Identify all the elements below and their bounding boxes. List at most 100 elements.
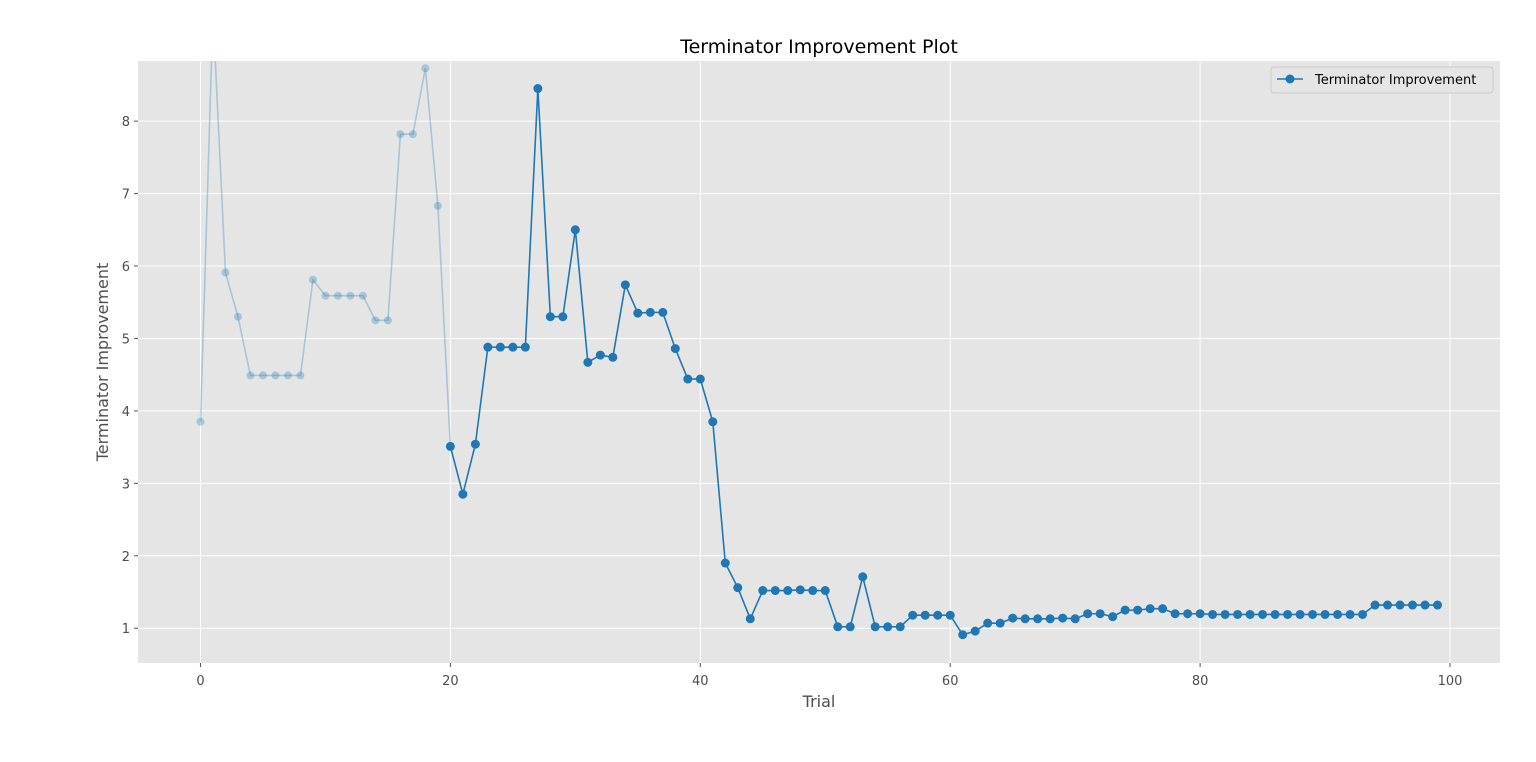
y-tick-label: 8 — [122, 115, 130, 130]
data-point — [558, 312, 568, 322]
faded-data-point — [383, 316, 392, 325]
y-tick-label: 4 — [122, 405, 130, 420]
data-point — [620, 280, 630, 290]
data-point — [1220, 609, 1230, 619]
x-tick-label: 80 — [1192, 674, 1209, 689]
faded-data-point — [196, 417, 205, 426]
data-point — [870, 622, 880, 632]
data-point — [1433, 600, 1443, 610]
ticks: 0 20 40 60 80 100 1 2 3 4 5 6 7 8 — [122, 115, 1463, 689]
y-axis-label: Terminator Improvement — [93, 263, 112, 463]
data-point — [633, 308, 643, 318]
data-point — [933, 610, 943, 620]
data-point — [545, 312, 555, 322]
y-tick-label: 6 — [122, 260, 130, 275]
data-point — [770, 586, 780, 596]
data-point — [1045, 614, 1055, 624]
data-point — [745, 614, 755, 624]
data-point — [1270, 609, 1280, 619]
y-tick-label: 1 — [122, 622, 130, 637]
faded-data-point — [233, 312, 242, 321]
data-point — [1308, 609, 1318, 619]
faded-data-point — [283, 371, 292, 380]
data-point — [1208, 609, 1218, 619]
faded-data-point — [258, 371, 267, 380]
x-tick-label: 100 — [1438, 674, 1463, 689]
faded-data-point — [358, 291, 367, 300]
data-point — [808, 586, 818, 596]
legend: Terminator Improvement — [1270, 66, 1494, 94]
data-point — [595, 350, 605, 360]
data-point — [1245, 609, 1255, 619]
data-point — [1120, 605, 1130, 615]
faded-data-point — [421, 64, 430, 73]
data-point — [1133, 605, 1143, 615]
faded-data-point — [296, 371, 305, 380]
x-tick-label: 0 — [196, 674, 204, 689]
data-point — [658, 307, 668, 317]
data-point — [533, 84, 543, 94]
data-point — [995, 618, 1005, 628]
data-point — [583, 357, 593, 367]
y-tick-label: 7 — [122, 188, 130, 203]
data-point — [1283, 609, 1293, 619]
x-tick-label: 20 — [442, 674, 459, 689]
data-point — [720, 558, 730, 568]
data-point — [683, 374, 693, 384]
faded-data-point — [433, 201, 442, 210]
data-point — [445, 441, 455, 451]
data-point — [1183, 609, 1193, 619]
data-point — [895, 622, 905, 632]
faded-data-point — [346, 291, 355, 300]
x-tick-label: 40 — [692, 674, 709, 689]
data-point — [1145, 604, 1155, 614]
legend-marker-swatch — [1285, 74, 1295, 84]
faded-data-point — [396, 130, 405, 139]
x-axis-label: Trial — [802, 692, 836, 711]
y-tick-label: 3 — [122, 477, 130, 492]
data-point — [1083, 609, 1093, 619]
data-point — [1233, 609, 1243, 619]
data-point — [920, 610, 930, 620]
data-point — [1395, 600, 1405, 610]
data-point — [1108, 612, 1118, 622]
legend-label: Terminator Improvement — [1314, 73, 1476, 88]
faded-data-point — [333, 291, 342, 300]
x-tick-label: 60 — [942, 674, 959, 689]
faded-series-line — [199, 61, 452, 447]
data-point — [1345, 609, 1355, 619]
data-point — [1408, 600, 1418, 610]
data-point — [520, 342, 530, 352]
chart-title: Terminator Improvement Plot — [679, 36, 958, 58]
faded-data-point — [271, 371, 280, 380]
data-point — [1070, 614, 1080, 624]
data-point — [1258, 609, 1268, 619]
data-point — [733, 583, 743, 593]
y-tick-label: 2 — [122, 550, 130, 565]
data-point — [833, 622, 843, 632]
data-point — [908, 610, 918, 620]
data-point — [945, 610, 955, 620]
data-point — [1420, 600, 1430, 610]
data-point — [1195, 609, 1205, 619]
data-point — [845, 622, 855, 632]
data-point — [1295, 609, 1305, 619]
data-point — [1008, 613, 1018, 623]
faded-data-point — [308, 275, 317, 284]
data-point — [1370, 600, 1380, 610]
faded-data-point — [321, 291, 330, 300]
data-point — [458, 489, 468, 499]
faded-data-point — [209, 8, 217, 16]
data-point — [970, 626, 980, 636]
data-point — [645, 307, 655, 317]
data-point — [1058, 613, 1068, 623]
data-point — [958, 630, 968, 640]
faded-data-point — [221, 268, 230, 277]
data-point — [695, 374, 705, 384]
plot-background — [138, 61, 1500, 663]
data-point — [508, 342, 518, 352]
data-point — [983, 618, 993, 628]
data-point — [1358, 609, 1368, 619]
faded-data-point — [371, 316, 380, 325]
data-point — [820, 586, 830, 596]
